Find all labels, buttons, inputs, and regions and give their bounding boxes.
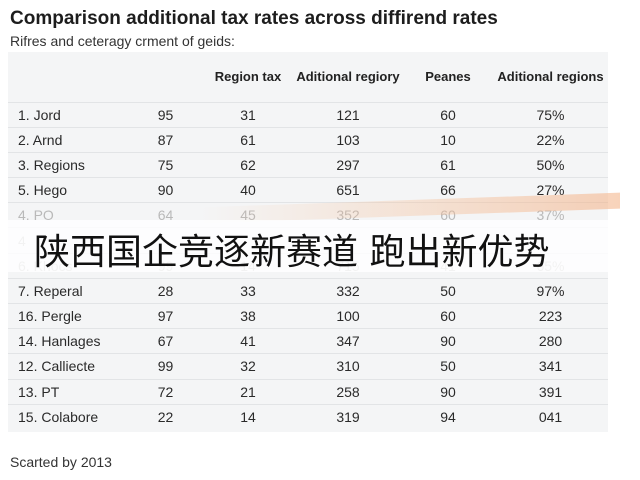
table-cell: 90 — [128, 177, 203, 203]
table-cell: 22 — [128, 403, 203, 430]
table-cell: 297 — [293, 151, 403, 178]
table-cell: 66 — [403, 177, 493, 203]
table-cell: 62 — [203, 151, 293, 178]
table-cell: 14 — [203, 403, 293, 430]
column-header — [128, 52, 203, 102]
column-header: Peanes — [425, 69, 471, 85]
row-label: 15. Colabore — [8, 403, 128, 430]
column-header: Aditional regions — [497, 69, 604, 85]
table-cell: 121 — [293, 101, 403, 128]
table-cell: 10 — [403, 126, 493, 153]
table-cell: 347 — [293, 328, 403, 354]
table-row: 7. Reperal 28 33 332 50 97% — [8, 277, 608, 304]
row-label: 2. Arnd — [8, 126, 128, 153]
table-cell: 27% — [493, 177, 608, 203]
table-cell: 103 — [293, 126, 403, 153]
table-cell: 280 — [493, 328, 608, 354]
table-cell: 21 — [203, 378, 293, 405]
table-cell: 97 — [128, 302, 203, 329]
table-cell: 22% — [493, 126, 608, 153]
row-label: 14. Hanlages — [8, 328, 128, 354]
table-cell: 60 — [403, 101, 493, 128]
row-label: 3. Regions — [8, 151, 128, 178]
table-cell: 97% — [493, 277, 608, 304]
table-cell: 33 — [203, 277, 293, 304]
table-cell: 391 — [493, 378, 608, 405]
table-cell: 41 — [203, 328, 293, 354]
table-cell: 041 — [493, 403, 608, 430]
footer-note: Scarted by 2013 — [10, 454, 112, 470]
table-cell: 223 — [493, 302, 608, 329]
column-header: Aditional regiory — [296, 69, 400, 85]
table-cell: 61 — [203, 126, 293, 153]
table-cell: 60 — [403, 302, 493, 329]
row-label: 5. Hego — [8, 177, 128, 203]
table-cell: 67 — [128, 328, 203, 354]
table-header-row: Region tax Aditional regiory Peanes Adition… — [8, 52, 608, 102]
table-cell: 40 — [203, 177, 293, 203]
chart-subtitle: Rifres and ceteragy crment of geids: — [10, 33, 235, 49]
table-cell: 28 — [128, 277, 203, 304]
table-row: 13. PT 72 21 258 90 391 — [8, 378, 608, 405]
table-row: 15. Colabore 22 14 319 94 041 — [8, 403, 608, 430]
table-cell: 99 — [128, 353, 203, 380]
table-cell: 319 — [293, 403, 403, 430]
table-cell: 341 — [493, 353, 608, 380]
table-row: 1. Jord 95 31 121 60 75% — [8, 101, 608, 128]
table-cell: 87 — [128, 126, 203, 153]
table-cell: 94 — [403, 403, 493, 430]
table-cell: 50 — [403, 277, 493, 304]
overlay-caption: 陕西国企竞逐新赛道 跑出新优势 — [34, 232, 550, 273]
table-cell: 100 — [293, 302, 403, 329]
table-cell: 75 — [128, 151, 203, 178]
chart-title: Comparison additional tax rates across d… — [10, 8, 498, 29]
table-cell: 90 — [403, 328, 493, 354]
table-cell: 258 — [293, 378, 403, 405]
row-label: 16. Pergle — [8, 302, 128, 329]
table-row: 3. Regions 75 62 297 61 50% — [8, 151, 608, 178]
row-label: 7. Reperal — [8, 277, 128, 304]
table-cell: 32 — [203, 353, 293, 380]
table-row: 5. Hego 90 40 651 66 27% — [8, 177, 608, 203]
row-label: 1. Jord — [8, 101, 128, 128]
column-header — [8, 52, 128, 102]
table-row: 12. Calliecte 99 32 310 50 341 — [8, 353, 608, 380]
table-row: 2. Arnd 87 61 103 10 22% — [8, 126, 608, 153]
table-row: 14. Hanlages 67 41 347 90 280 — [8, 328, 608, 354]
table-cell: 310 — [293, 353, 403, 380]
table-cell: 31 — [203, 101, 293, 128]
table-cell: 651 — [293, 177, 403, 203]
table-cell: 61 — [403, 151, 493, 178]
table-cell: 38 — [203, 302, 293, 329]
table-cell: 72 — [128, 378, 203, 405]
table-cell: 332 — [293, 277, 403, 304]
column-header: Region tax — [214, 69, 282, 85]
table-cell: 75% — [493, 101, 608, 128]
row-label: 13. PT — [8, 378, 128, 405]
table-cell: 95 — [128, 101, 203, 128]
row-label: 12. Calliecte — [8, 353, 128, 380]
table-row: 16. Pergle 97 38 100 60 223 — [8, 302, 608, 329]
table-cell: 50% — [493, 151, 608, 178]
table-cell: 50 — [403, 353, 493, 380]
table-cell: 90 — [403, 378, 493, 405]
